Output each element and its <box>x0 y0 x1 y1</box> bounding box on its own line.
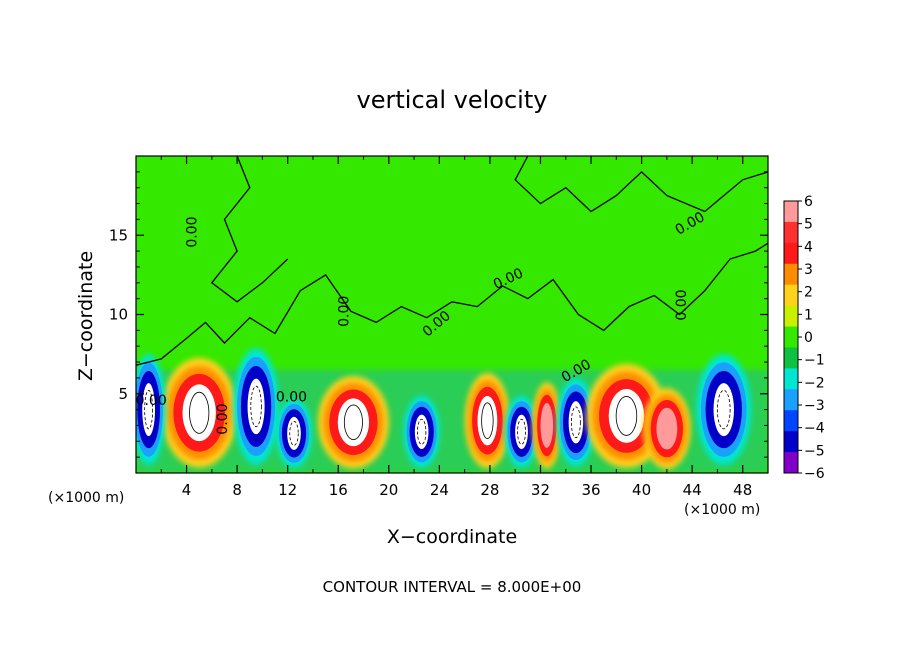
x-tick-label: 20 <box>379 481 398 499</box>
x-tick-label: 28 <box>480 481 499 499</box>
colorbar-label: 0 <box>804 330 813 346</box>
velocity-cell <box>275 398 313 469</box>
velocity-cell <box>233 348 279 465</box>
zero-contour-line <box>136 242 768 366</box>
colorbar-label: 6 <box>804 194 813 210</box>
colorbar-swatch <box>784 242 798 265</box>
contour-interval-note: CONTOUR INTERVAL = 8.000E+00 <box>322 578 582 596</box>
colorbar-label: −6 <box>804 466 825 482</box>
x-tick-label: 12 <box>278 481 297 499</box>
colorbar-label: −4 <box>804 421 825 437</box>
velocity-cell <box>161 357 238 468</box>
colorbar-swatch <box>784 347 798 369</box>
colorbar-label: −3 <box>804 398 825 414</box>
colorbar-swatch <box>784 368 798 390</box>
colorbar-label: −1 <box>804 353 825 369</box>
x-unit-left: (×1000 m) <box>48 490 125 506</box>
zero-contour-line <box>210 156 289 303</box>
x-tick-label: 4 <box>182 481 192 499</box>
y-tick-label: 5 <box>118 385 128 403</box>
contour-label: 0.00 <box>215 404 231 435</box>
velocity-cell <box>696 354 752 466</box>
colorbar-label: 4 <box>804 239 813 255</box>
colorbar-label: 5 <box>804 217 813 233</box>
colorbar-swatch <box>784 410 798 432</box>
colorbar-label: −2 <box>804 375 825 391</box>
x-tick-label: 8 <box>232 481 242 499</box>
colorbar-label: −5 <box>804 443 825 459</box>
velocity-cell <box>464 372 510 469</box>
colorbar-swatch <box>784 201 798 223</box>
colorbar-swatch <box>784 452 798 474</box>
colorbar-swatch <box>784 305 798 328</box>
colorbar-label: 3 <box>804 262 813 278</box>
x-tick-label: 36 <box>581 481 600 499</box>
x-tick-label: 48 <box>733 481 752 499</box>
colorbar-swatch <box>784 389 798 411</box>
x-unit-right: (×1000 m) <box>684 502 761 518</box>
x-tick-label: 44 <box>683 481 702 499</box>
velocity-cell <box>556 377 596 467</box>
zero-contour-line <box>514 156 768 213</box>
colorbar-label: 2 <box>804 285 813 301</box>
colorbar-swatch <box>784 221 798 244</box>
velocity-cell <box>317 376 389 469</box>
contour-label: 0.00 <box>336 296 352 327</box>
colorbar-swatch <box>784 326 798 348</box>
contour-label: 0.00 <box>674 289 690 320</box>
colorbar-swatch <box>784 431 798 453</box>
velocity-cell <box>136 354 166 465</box>
contour-label: 0.00 <box>276 390 307 406</box>
velocity-cell <box>532 382 562 469</box>
velocity-cell <box>586 363 667 468</box>
x-axis-label: X−coordinate <box>386 526 518 548</box>
contour-label: 0.00 <box>185 216 201 247</box>
velocity-cell <box>643 388 691 470</box>
x-tick-label: 40 <box>632 481 651 499</box>
velocity-cell <box>403 395 440 468</box>
y-tick-label: 10 <box>109 306 128 324</box>
x-tick-label: 24 <box>430 481 449 499</box>
chart-title: vertical velocity <box>356 86 548 114</box>
velocity-cell <box>504 395 539 468</box>
colorbar-swatch <box>784 284 798 307</box>
x-tick-label: 32 <box>531 481 550 499</box>
x-tick-label: 16 <box>329 481 348 499</box>
y-tick-label: 15 <box>109 226 128 244</box>
contour-label: 0.00 <box>136 393 167 409</box>
colorbar-label: 1 <box>804 307 813 323</box>
colorbar-swatch <box>784 263 798 286</box>
